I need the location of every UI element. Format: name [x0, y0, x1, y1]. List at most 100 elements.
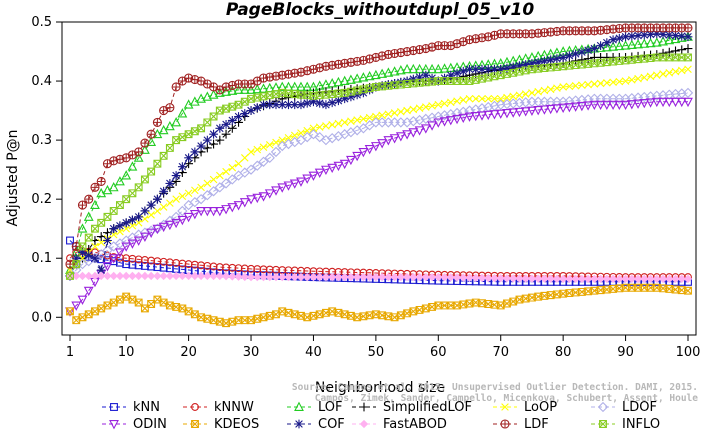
data-point	[365, 311, 374, 320]
data-point	[121, 153, 131, 163]
data-point	[183, 99, 194, 109]
data-point	[421, 70, 431, 80]
data-point	[452, 114, 462, 125]
x-tick-label: 40	[305, 345, 322, 360]
data-point	[134, 212, 144, 222]
data-point	[565, 274, 574, 284]
x-tick-label: 50	[368, 345, 385, 360]
data-point	[247, 148, 255, 156]
data-point	[651, 37, 662, 47]
data-point	[284, 308, 293, 317]
data-point	[66, 236, 74, 245]
data-point	[178, 304, 187, 313]
data-point	[496, 94, 505, 103]
data-point	[559, 289, 568, 298]
data-point	[215, 123, 225, 133]
data-point	[71, 253, 81, 263]
data-point	[395, 132, 406, 142]
data-point	[77, 223, 88, 233]
data-point	[253, 93, 262, 102]
data-point	[589, 44, 599, 53]
data-point	[247, 94, 255, 103]
data-point	[202, 91, 213, 101]
data-point	[171, 82, 181, 92]
data-point	[553, 84, 561, 92]
data-point	[614, 33, 624, 43]
data-point	[372, 112, 380, 121]
data-point	[408, 128, 419, 138]
data-point	[196, 271, 206, 281]
data-point	[365, 113, 374, 122]
y-tick-label: 0.4	[31, 74, 52, 89]
data-point	[576, 101, 587, 112]
data-point	[359, 115, 368, 123]
data-point	[378, 111, 386, 120]
data-point	[521, 60, 531, 69]
data-point	[389, 134, 400, 144]
data-point	[134, 261, 143, 270]
data-point	[477, 64, 487, 74]
data-point	[521, 66, 530, 75]
data-point	[227, 116, 237, 125]
x-axis-label: Neighborhood size	[315, 380, 445, 396]
data-point	[677, 45, 687, 55]
data-point	[552, 54, 562, 64]
data-point	[289, 179, 300, 189]
data-point	[359, 85, 368, 94]
data-point	[146, 200, 156, 210]
data-point	[315, 272, 324, 282]
data-point	[259, 272, 268, 282]
data-point	[146, 129, 156, 139]
data-point	[615, 77, 624, 86]
data-point	[334, 272, 343, 282]
data-point	[621, 56, 630, 65]
data-point	[158, 222, 169, 233]
data-point	[546, 85, 555, 94]
data-point	[277, 100, 287, 110]
data-point	[634, 74, 642, 83]
data-point	[71, 301, 82, 311]
data-point	[109, 271, 118, 281]
data-point	[433, 111, 444, 122]
data-point	[571, 49, 581, 59]
data-point	[428, 302, 437, 311]
data-point	[609, 284, 618, 293]
data-point	[484, 73, 493, 82]
legend-marker	[599, 420, 607, 428]
data-point	[451, 107, 463, 119]
legend-label: kNNW	[214, 400, 254, 415]
data-point	[189, 196, 201, 208]
data-point	[509, 92, 518, 101]
data-point	[514, 107, 525, 118]
data-point	[302, 98, 312, 108]
data-point	[633, 274, 643, 284]
data-point	[146, 228, 157, 239]
data-point	[239, 84, 250, 94]
data-point	[552, 290, 561, 299]
data-point	[609, 78, 617, 87]
data-point	[601, 100, 612, 111]
data-point	[590, 274, 599, 284]
data-point	[446, 98, 455, 107]
data-point	[265, 272, 274, 282]
data-point	[534, 64, 543, 73]
data-point	[683, 23, 693, 33]
data-point	[439, 117, 450, 127]
data-point	[165, 179, 175, 188]
data-point	[458, 66, 468, 76]
data-point	[559, 62, 568, 71]
data-point	[390, 313, 399, 322]
data-point	[83, 286, 94, 297]
data-point	[664, 97, 675, 108]
data-point	[565, 82, 574, 91]
data-point	[440, 99, 449, 108]
data-point	[384, 272, 393, 282]
data-point	[128, 295, 137, 304]
data-point	[265, 91, 274, 100]
data-point	[645, 37, 656, 48]
data-point	[677, 31, 687, 41]
data-point	[577, 274, 587, 284]
data-point	[72, 316, 81, 325]
data-point	[639, 30, 649, 40]
data-point	[646, 30, 655, 39]
